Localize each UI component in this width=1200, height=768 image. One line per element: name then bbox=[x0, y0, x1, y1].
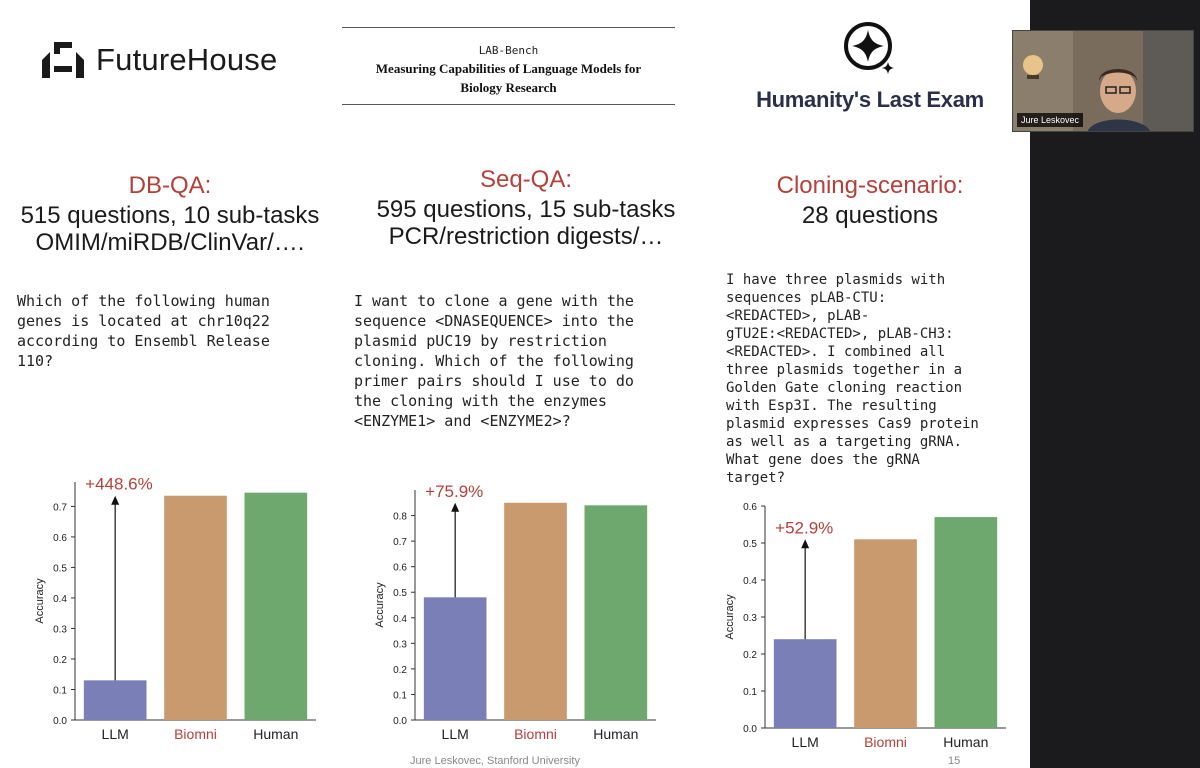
y-tick-label: 0.2 bbox=[743, 650, 757, 661]
futurehouse-logo: FutureHouse bbox=[40, 40, 277, 80]
y-tick-label: 0.4 bbox=[743, 576, 757, 587]
y-tick-label: 0.6 bbox=[53, 533, 67, 544]
y-tick-label: 0.4 bbox=[53, 594, 67, 605]
labbench-subtitle-1: Measuring Capabilities of Language Model… bbox=[375, 61, 642, 76]
y-tick-label: 0.5 bbox=[393, 588, 407, 599]
futurehouse-icon bbox=[42, 42, 84, 78]
x-tick-label: Biomni bbox=[174, 726, 217, 742]
bar-llm bbox=[83, 680, 147, 720]
page-number: 15 bbox=[948, 755, 961, 767]
x-tick-label: Human bbox=[593, 726, 638, 742]
x-tick-label: Biomni bbox=[864, 734, 907, 750]
y-tick-label: 0.1 bbox=[393, 690, 407, 701]
improvement-arrowhead bbox=[111, 495, 120, 505]
footer-author: Jure Leskovec, Stanford University bbox=[410, 755, 580, 767]
bar-biomni bbox=[854, 539, 917, 728]
labbench-title: LAB-Bench bbox=[478, 44, 539, 57]
bar-llm bbox=[773, 639, 837, 728]
col1-title: DB-QA: bbox=[128, 172, 212, 199]
bar-llm bbox=[423, 597, 487, 720]
improvement-arrowhead bbox=[451, 502, 460, 512]
y-tick-label: 0.5 bbox=[53, 563, 67, 574]
bar-biomni bbox=[164, 495, 227, 720]
col1-question: Which of the following human genes is lo… bbox=[17, 292, 270, 370]
col1-subtitle-line-1: 515 questions, 10 sub-tasks bbox=[20, 202, 320, 229]
y-tick-label: 0.0 bbox=[53, 716, 67, 727]
y-tick-label: 0.3 bbox=[393, 639, 407, 650]
y-tick-label: 0.2 bbox=[53, 655, 67, 666]
hle-logo: Humanity's Last Exam bbox=[740, 20, 1000, 113]
futurehouse-name: FutureHouse bbox=[96, 42, 278, 77]
improvement-label: +75.9% bbox=[425, 482, 483, 501]
bar-biomni bbox=[504, 502, 567, 720]
y-tick-label: 0.0 bbox=[393, 716, 407, 727]
col3-subtitle-line-1: 28 questions bbox=[801, 202, 939, 229]
y-tick-label: 0.8 bbox=[393, 512, 407, 523]
col3-title: Cloning-scenario: bbox=[776, 172, 964, 199]
y-tick-label: 0.6 bbox=[743, 502, 757, 513]
y-axis-label: Accuracy bbox=[374, 582, 386, 628]
chart-seq-qa: 0.0 0.1 0.2 0.3 0.4 0.5 0.6 0.7 0.8 Accuracy LLM Bi… bbox=[374, 482, 656, 742]
chart-db-qa: 0.0 0.1 0.2 0.3 0.4 0.5 0.6 0.7 Accuracy LLM Biomn… bbox=[34, 475, 316, 742]
y-tick-label: 0.0 bbox=[743, 724, 757, 735]
y-tick-label: 0.7 bbox=[53, 502, 67, 513]
improvement-arrowhead bbox=[801, 539, 810, 549]
slide: FutureHouse LAB-Bench Measuring Capabili… bbox=[0, 0, 1030, 768]
x-tick-label: Human bbox=[253, 726, 298, 742]
participant-name-label: Jure Leskovec bbox=[1017, 113, 1084, 127]
y-tick-label: 0.3 bbox=[53, 624, 67, 635]
x-tick-label: Human bbox=[943, 734, 988, 750]
x-tick-label: LLM bbox=[442, 726, 469, 742]
y-tick-label: 0.1 bbox=[53, 685, 67, 696]
col3-subtitle: 28 questions bbox=[700, 202, 1030, 229]
y-axis-label: Accuracy bbox=[34, 578, 46, 624]
y-axis-label: Accuracy bbox=[724, 594, 736, 640]
x-tick-label: LLM bbox=[792, 734, 819, 750]
x-tick-label: Biomni bbox=[514, 726, 557, 742]
y-tick-label: 0.4 bbox=[393, 614, 407, 625]
col2-subtitle-line-2: PCR/restriction digests/… bbox=[388, 223, 664, 250]
sparkle-icon bbox=[844, 22, 894, 74]
hle-name: Humanity's Last Exam bbox=[756, 87, 984, 112]
col1-subtitle: 515 questions, 10 sub-tasks OMIM/miRDB/C… bbox=[0, 202, 340, 256]
col2-question: I want to clone a gene with the sequence… bbox=[354, 292, 634, 430]
bar-human bbox=[934, 517, 998, 728]
col2-title: Seq-QA: bbox=[479, 166, 573, 193]
col3-question: I have three plasmids with sequences pLA… bbox=[726, 272, 979, 486]
improvement-label: +448.6% bbox=[85, 475, 153, 494]
col1-subtitle-line-2: OMIM/miRDB/ClinVar/…. bbox=[35, 229, 305, 256]
labbench-header: LAB-Bench Measuring Capabilities of Lang… bbox=[342, 27, 675, 105]
y-tick-label: 0.1 bbox=[743, 687, 757, 698]
labbench-subtitle-2: Biology Research bbox=[460, 80, 557, 95]
y-tick-label: 0.5 bbox=[743, 539, 757, 550]
participant-video-tile[interactable]: Jure Leskovec bbox=[1012, 30, 1194, 132]
col2-subtitle-line-1: 595 questions, 15 sub-tasks bbox=[376, 196, 676, 223]
y-tick-label: 0.2 bbox=[393, 665, 407, 676]
y-tick-label: 0.7 bbox=[393, 537, 407, 548]
col2-subtitle: 595 questions, 15 sub-tasks PCR/restrict… bbox=[356, 196, 696, 250]
x-tick-label: LLM bbox=[102, 726, 129, 742]
improvement-label: +52.9% bbox=[775, 518, 833, 537]
chart-cloning-scenario: 0.0 0.1 0.2 0.3 0.4 0.5 0.6 Accuracy LLM Biomni Hu… bbox=[724, 502, 1006, 750]
y-tick-label: 0.6 bbox=[393, 563, 407, 574]
y-tick-label: 0.3 bbox=[743, 613, 757, 624]
bar-human bbox=[584, 505, 648, 720]
bar-human bbox=[244, 492, 308, 720]
